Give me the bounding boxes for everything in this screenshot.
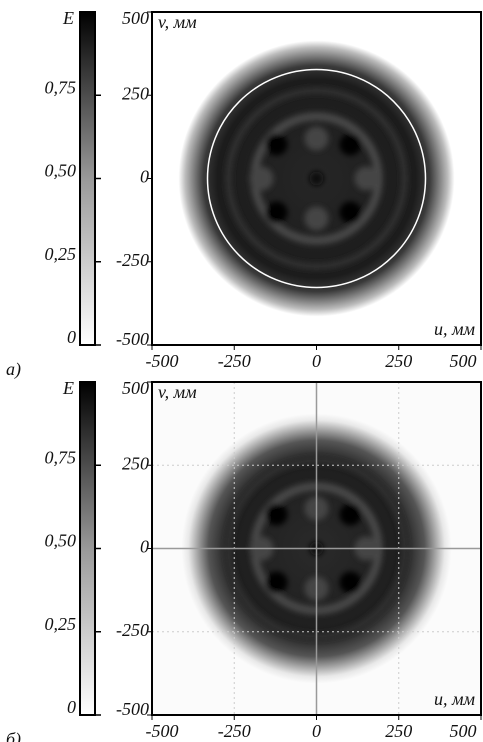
y-tick-label: 0: [140, 537, 149, 557]
panel-label: б): [6, 729, 21, 742]
y-tick-label: -250: [116, 250, 149, 270]
x-tick-label: 0: [312, 721, 321, 741]
heatmap: [152, 382, 481, 715]
spots: [225, 87, 408, 270]
dark-spot: [339, 503, 362, 526]
x-tick-label: 0: [312, 351, 321, 371]
x-tick-label: -500: [146, 351, 179, 371]
colorbar-tick-label: 0,50: [45, 161, 77, 181]
x-tick-label: 500: [450, 721, 477, 741]
center-spot: [309, 171, 324, 186]
y-tick-label: 250: [122, 453, 149, 473]
dark-spot: [339, 201, 362, 224]
x-tick-label: -250: [218, 721, 251, 741]
colorbar-tick-label: 0,25: [45, 614, 77, 634]
dark-spot: [265, 133, 288, 156]
dark-spot: [265, 503, 288, 526]
x-tick-label: -250: [218, 351, 251, 371]
y-tick-label: 500: [122, 8, 149, 28]
x-tick-label: -500: [146, 721, 179, 741]
y-tick-label: 250: [122, 83, 149, 103]
colorbar-tick-label: 0,50: [45, 531, 77, 551]
dark-spot: [265, 201, 288, 224]
x-tick-label: 250: [385, 351, 412, 371]
y-axis-label: v, мм: [158, 382, 197, 402]
colorbar: [79, 11, 96, 346]
y-tick-label: 0: [140, 167, 149, 187]
ring: [225, 87, 408, 270]
y-tick-label: -250: [116, 620, 149, 640]
x-tick-label: 500: [450, 351, 477, 371]
x-axis-label: u, мм: [434, 689, 475, 709]
outline-circle: [206, 68, 427, 289]
colorbar-tick-label: 0: [67, 327, 76, 347]
dark-spot: [265, 571, 288, 594]
colorbar-tick-label: 0,75: [45, 447, 77, 467]
light-spot: [354, 166, 379, 191]
colorbar-tick-label: 0: [67, 697, 76, 717]
colorbar-title: E: [62, 8, 74, 28]
y-tick-label: 500: [122, 378, 149, 398]
colorbar-tick-label: 0,25: [45, 244, 77, 264]
dark-spot: [339, 571, 362, 594]
colorbar: [79, 381, 96, 716]
dark-spot: [339, 133, 362, 156]
y-tick-label: -500: [116, 329, 149, 349]
x-tick-label: 250: [385, 721, 412, 741]
colorbar-tick-label: 0,75: [45, 77, 77, 97]
y-tick-label: -500: [116, 699, 149, 719]
y-axis-label: v, мм: [158, 12, 197, 32]
panel-label: а): [6, 359, 21, 380]
colorbar-title: E: [62, 378, 74, 398]
light-spot: [304, 206, 329, 231]
light-spot: [249, 166, 274, 191]
heatmap: [152, 12, 481, 345]
x-axis-label: u, мм: [434, 319, 475, 339]
light-spot: [304, 126, 329, 151]
